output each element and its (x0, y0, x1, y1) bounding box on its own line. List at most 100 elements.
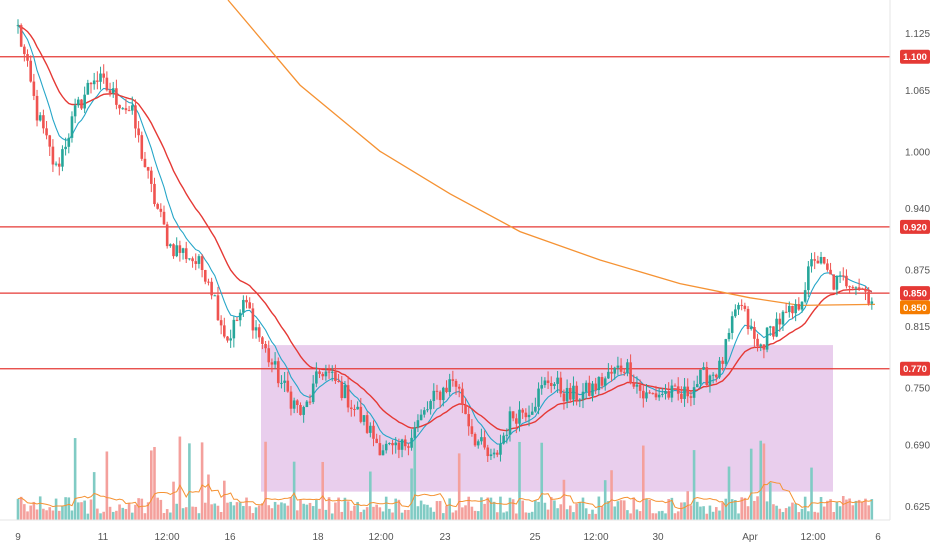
volume-bar (45, 510, 48, 520)
candle-body (467, 414, 471, 427)
candle-body (788, 305, 791, 313)
volume-bar (362, 509, 366, 520)
volume-bar (473, 510, 477, 520)
candle-body (226, 336, 229, 341)
candle-body (635, 384, 639, 387)
candle-body (651, 393, 655, 395)
candle-body (803, 290, 807, 302)
candle-body (130, 105, 134, 111)
volume-bar (553, 500, 556, 520)
y-tick-label: 1.000 (905, 147, 930, 158)
volume-bar (159, 499, 163, 520)
y-tick-label: 0.750 (905, 384, 930, 395)
volume-bar (495, 512, 499, 520)
range-box (261, 345, 833, 492)
candle-body (305, 401, 309, 408)
candle-body (556, 377, 559, 384)
candle-body (162, 211, 166, 225)
candle-body (51, 146, 55, 165)
volume-bar (156, 497, 159, 520)
candle-body (454, 380, 458, 387)
candle-body (334, 371, 337, 382)
volume-bar (654, 513, 658, 520)
volume-bar (96, 508, 99, 520)
candle-body (772, 326, 775, 337)
candle-body (781, 311, 785, 325)
candle-body (146, 167, 150, 171)
volume-bar (480, 497, 483, 520)
candle-body (648, 392, 651, 394)
candle-body (349, 407, 353, 410)
candle-body (42, 115, 45, 129)
candle-body (67, 137, 71, 147)
volume-ma-line (17, 480, 872, 510)
candle-body (353, 409, 356, 411)
candle-body (324, 371, 328, 377)
candle-body (73, 105, 77, 117)
candle-body (641, 390, 645, 399)
candle-body (505, 434, 509, 436)
volume-bar (397, 499, 401, 520)
candle-body (492, 452, 496, 455)
moving-average-layer (17, 0, 876, 445)
candle-body (746, 308, 750, 330)
candle-body (518, 409, 521, 424)
candle-body (124, 108, 128, 111)
candle-body (229, 338, 232, 341)
volume-bar (311, 506, 315, 520)
candle-body (203, 270, 207, 282)
candle-body (543, 380, 547, 386)
candle-body (753, 327, 756, 339)
volume-bar (854, 500, 858, 520)
volume-bar (245, 497, 248, 520)
volume-bar (556, 508, 559, 520)
candle-body (470, 426, 474, 434)
candle-body (762, 344, 766, 350)
volume-bar (454, 510, 458, 520)
candle-body (213, 295, 217, 297)
candle-body (23, 46, 26, 55)
candle-body (273, 361, 277, 365)
volume-bar (730, 499, 734, 520)
volume-bar (42, 508, 45, 520)
volume-layer (16, 431, 874, 520)
candle-body (115, 88, 118, 105)
candle-body (613, 367, 617, 374)
ma-mid-line (17, 24, 872, 432)
price-badges-layer: 1.100 0.920 0.850 0.770 0.850 (900, 49, 930, 376)
volume-bar (83, 500, 86, 520)
volume-bar (714, 507, 718, 520)
volume-bar (645, 499, 648, 520)
volume-bar (838, 506, 842, 520)
volume-bar (521, 500, 524, 520)
volume-bar (302, 503, 305, 520)
candle-body (676, 386, 680, 394)
candle-body (800, 301, 804, 310)
volume-bar (864, 498, 867, 520)
candle-body (445, 387, 448, 393)
volume-bar (511, 499, 515, 520)
candle-body (197, 256, 201, 264)
volume-bar (657, 511, 661, 520)
candle-body (330, 371, 334, 373)
volume-bar (102, 511, 105, 520)
candle-body (57, 163, 61, 167)
candle-body (105, 77, 109, 91)
candle-body (127, 110, 131, 112)
candle-body (121, 108, 125, 110)
volume-bar (499, 496, 502, 520)
volume-bar (89, 499, 93, 520)
level-badge-2-label: 0.850 (903, 289, 927, 300)
volume-bar (172, 481, 175, 520)
volume-bar (600, 506, 604, 520)
volume-bar (721, 502, 724, 520)
volume-bar (784, 508, 788, 520)
candle-body (435, 390, 439, 392)
volume-bar (768, 482, 772, 520)
volume-bar (70, 510, 74, 520)
ma-slow-line (227, 0, 876, 307)
candle-body (248, 302, 252, 309)
candle-body (403, 439, 407, 447)
candle-body (629, 362, 632, 384)
y-tick-label: 1.065 (905, 86, 930, 97)
